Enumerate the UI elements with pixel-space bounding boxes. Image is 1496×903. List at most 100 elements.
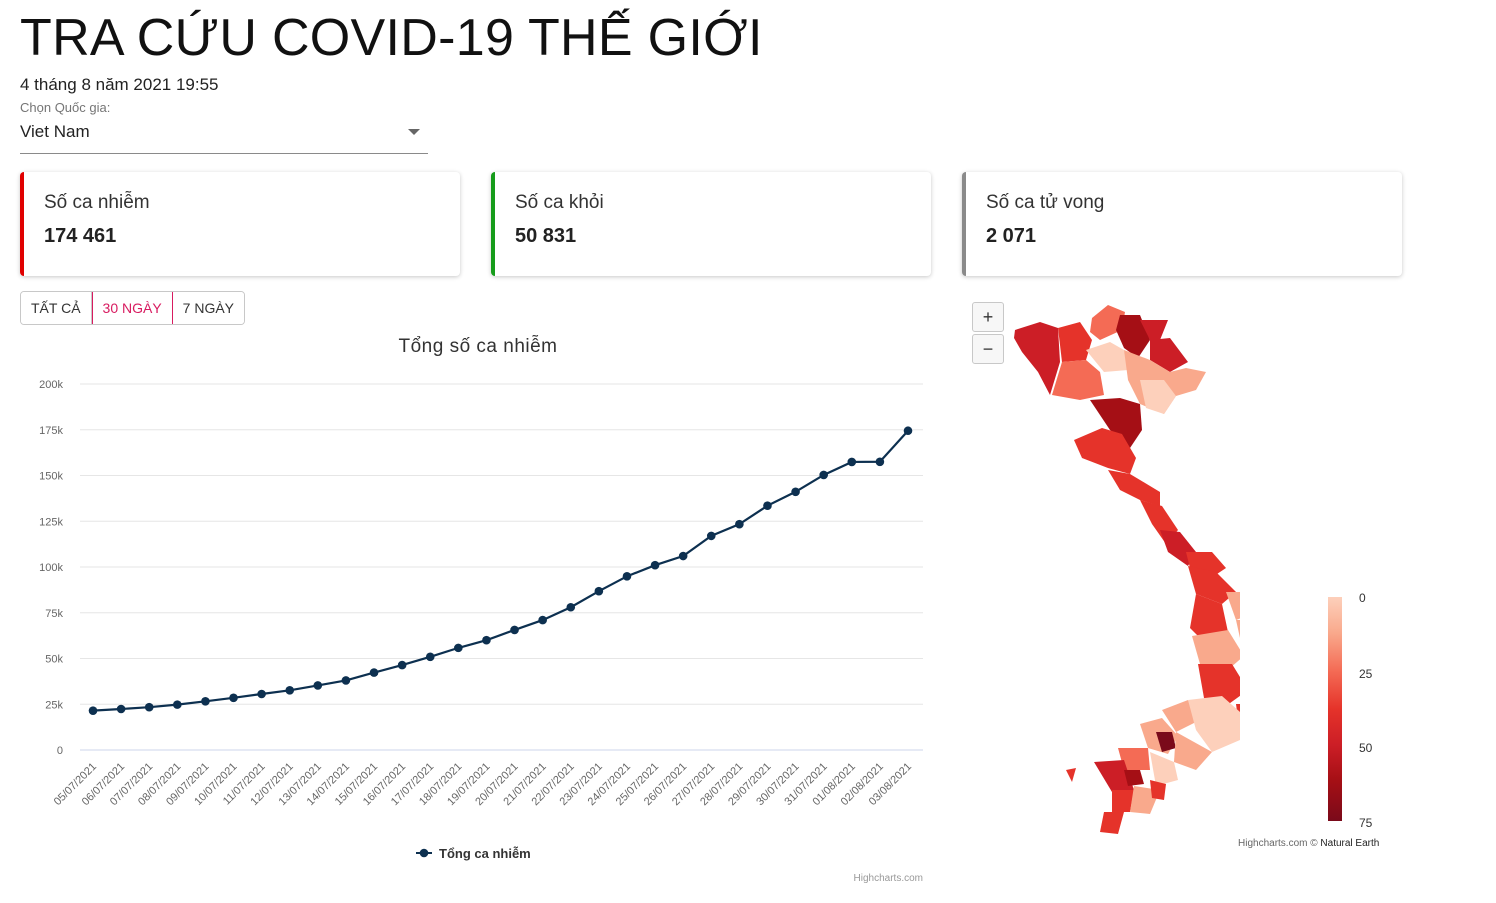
data-point bbox=[482, 635, 491, 645]
data-point bbox=[875, 457, 885, 467]
map-credit[interactable]: Highcharts.com © Natural Earth bbox=[1238, 838, 1379, 849]
legend-marker-icon bbox=[419, 848, 429, 858]
map-region[interactable] bbox=[1014, 322, 1060, 395]
map-region[interactable] bbox=[1124, 770, 1144, 786]
country-select-label: Chọn Quốc gia: bbox=[20, 100, 111, 115]
legend-label: Tổng ca nhiễm bbox=[439, 846, 531, 861]
data-point bbox=[819, 470, 828, 480]
map-region[interactable] bbox=[1150, 780, 1166, 800]
map-region[interactable] bbox=[1150, 752, 1178, 786]
data-point bbox=[425, 652, 435, 662]
infected-card: Số ca nhiễm 174 461 bbox=[20, 172, 460, 276]
series-line bbox=[92, 429, 909, 712]
map-region[interactable] bbox=[1066, 768, 1076, 782]
map-region[interactable] bbox=[1090, 305, 1125, 340]
deaths-value: 2 071 bbox=[986, 225, 1037, 247]
data-point bbox=[229, 693, 238, 703]
data-point bbox=[791, 487, 800, 497]
legend-tick-label: 0 bbox=[1359, 591, 1366, 605]
data-point bbox=[88, 706, 98, 715]
data-point bbox=[763, 501, 772, 510]
country-select-value[interactable]: Viet Nam bbox=[20, 122, 90, 141]
data-point bbox=[397, 660, 407, 670]
range-30-days-button[interactable]: 30 NGÀY bbox=[91, 292, 173, 324]
map-region[interactable] bbox=[1226, 592, 1240, 620]
data-point bbox=[369, 668, 379, 677]
map-region[interactable] bbox=[1116, 315, 1150, 358]
map-region[interactable] bbox=[1236, 620, 1240, 656]
legend-tick-label: 50 bbox=[1359, 741, 1373, 755]
y-tick-label: 150k bbox=[39, 471, 63, 483]
map-region[interactable] bbox=[1162, 700, 1196, 732]
data-point bbox=[201, 697, 210, 706]
line-chart: Tổng số ca nhiễm 0 25k 50k 75k 100k 125k 150k 17… bbox=[39, 335, 923, 884]
map-credit-prefix[interactable]: Highcharts.com © bbox=[1238, 838, 1318, 849]
data-point bbox=[257, 689, 266, 699]
map-region[interactable] bbox=[1052, 360, 1104, 400]
vietnam-choropleth-map[interactable] bbox=[1000, 295, 1240, 840]
map-region[interactable] bbox=[1086, 342, 1128, 372]
map-region[interactable] bbox=[1140, 320, 1168, 340]
map-region[interactable] bbox=[1188, 696, 1240, 752]
map-region[interactable] bbox=[1140, 380, 1176, 414]
data-point bbox=[735, 519, 744, 529]
map-region[interactable] bbox=[1094, 760, 1134, 792]
data-point bbox=[285, 686, 295, 695]
update-datetime: 4 tháng 8 năm 2021 19:55 bbox=[20, 75, 219, 94]
data-point bbox=[678, 551, 688, 561]
y-tick-label: 25k bbox=[45, 699, 63, 711]
data-point bbox=[566, 602, 576, 612]
map-region[interactable] bbox=[1074, 428, 1136, 474]
deaths-card: Số ca tử vong 2 071 bbox=[962, 172, 1402, 276]
map-region[interactable] bbox=[1090, 398, 1142, 448]
map-region[interactable] bbox=[1174, 732, 1212, 770]
infected-label: Số ca nhiễm bbox=[44, 192, 150, 213]
map-region[interactable] bbox=[1100, 812, 1124, 834]
data-point bbox=[847, 457, 857, 467]
range-7-days-button[interactable]: 7 NGÀY bbox=[172, 292, 245, 324]
data-point bbox=[510, 625, 519, 635]
y-tick-label: 0 bbox=[57, 745, 63, 757]
range-button-group: TẤT CẢ 30 NGÀY 7 NGÀY bbox=[20, 291, 246, 325]
map-region[interactable] bbox=[1112, 790, 1134, 812]
chart-legend[interactable]: Tổng ca nhiễm bbox=[416, 846, 531, 861]
data-point bbox=[706, 531, 716, 541]
map-region[interactable] bbox=[1108, 470, 1160, 506]
recovered-card: Số ca khỏi 50 831 bbox=[491, 172, 931, 276]
map-credit-source[interactable]: Natural Earth bbox=[1320, 838, 1380, 849]
y-tick-label: 50k bbox=[45, 654, 63, 666]
map-color-legend bbox=[1328, 597, 1342, 821]
y-tick-label: 200k bbox=[39, 379, 63, 391]
map-region[interactable] bbox=[1192, 630, 1240, 668]
map-zoom-out-button[interactable]: − bbox=[972, 334, 1004, 364]
map-region[interactable] bbox=[1156, 732, 1176, 752]
country-select[interactable]: Chọn Quốc gia: Viet Nam bbox=[20, 98, 428, 154]
map-region[interactable] bbox=[1058, 322, 1092, 362]
data-point bbox=[144, 702, 154, 712]
legend-tick-label: 75 bbox=[1359, 816, 1373, 830]
map-region[interactable] bbox=[1190, 594, 1228, 644]
data-point bbox=[538, 615, 547, 625]
dropdown-caret-icon[interactable] bbox=[408, 129, 420, 135]
chart-credit[interactable]: Highcharts.com bbox=[854, 873, 923, 884]
y-tick-label: 175k bbox=[39, 425, 63, 437]
data-point bbox=[903, 426, 913, 436]
recovered-value: 50 831 bbox=[515, 225, 577, 247]
map-zoom-in-button[interactable]: + bbox=[972, 302, 1004, 332]
map-region[interactable] bbox=[1198, 664, 1240, 706]
y-tick-label: 100k bbox=[39, 562, 63, 574]
chart-title: Tổng số ca nhiễm bbox=[398, 335, 557, 357]
map-region[interactable] bbox=[1160, 530, 1196, 566]
range-all-button[interactable]: TẤT CẢ bbox=[21, 292, 92, 324]
data-point bbox=[650, 560, 660, 570]
infected-value: 174 461 bbox=[44, 225, 117, 247]
recovered-label: Số ca khỏi bbox=[515, 192, 604, 213]
map-region[interactable] bbox=[1118, 748, 1150, 770]
data-point bbox=[622, 572, 632, 581]
map-regions bbox=[1014, 305, 1240, 834]
map-region[interactable] bbox=[1188, 566, 1236, 604]
map-region[interactable] bbox=[1150, 338, 1188, 372]
y-tick-label: 75k bbox=[45, 608, 63, 620]
data-point bbox=[594, 586, 604, 596]
legend-tick-label: 25 bbox=[1359, 667, 1373, 681]
